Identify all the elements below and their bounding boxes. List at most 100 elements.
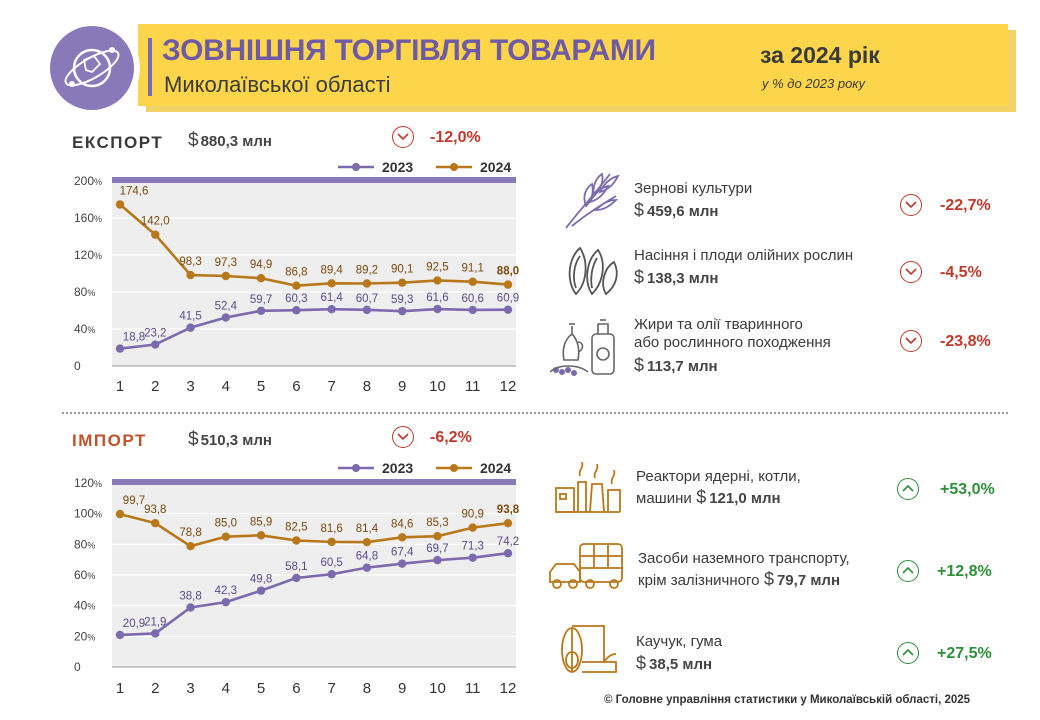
data-point-2024 [292, 536, 301, 545]
x-tick-label: 10 [429, 378, 446, 395]
header-banner [138, 24, 1008, 106]
data-point-2024 [327, 537, 336, 547]
data-point-2023 [397, 559, 407, 568]
import-change: -6,2% [430, 429, 472, 446]
x-tick-label: 5 [257, 378, 265, 395]
globe-logo-icon [50, 26, 134, 110]
import-item-line: крім залізничного $79,7 млн [638, 569, 840, 590]
data-label-2024: 93,8 [497, 504, 520, 516]
currency-sign: $ [763, 569, 774, 589]
data-point-2023 [292, 573, 301, 583]
x-tick-label: 8 [363, 378, 371, 395]
data-point-2024 [221, 532, 231, 541]
plot-top-band [112, 479, 516, 485]
export-item-name: Зернові культури [634, 180, 753, 197]
data-label-2023: 61,6 [426, 292, 448, 304]
data-point-2024 [503, 280, 513, 289]
legend-marker [352, 163, 360, 171]
data-point-2024 [362, 279, 372, 288]
y-tick-label: 160% [74, 211, 102, 225]
data-label-2024: 89,4 [320, 264, 343, 276]
data-point-2024 [433, 276, 442, 285]
data-label-2024: 85,9 [250, 516, 272, 528]
data-point-2024 [433, 532, 442, 541]
data-label-2024: 89,2 [356, 264, 378, 276]
name-line: або рослинного походження [634, 334, 831, 351]
data-label-2023: 60,5 [320, 557, 342, 569]
data-point-2023 [221, 597, 231, 607]
chevron-down-icon [392, 126, 414, 148]
data-label-2024: 90,1 [391, 264, 413, 276]
data-label-2024: 91,1 [462, 263, 484, 275]
data-label-2023: 59,3 [391, 294, 413, 306]
data-point-2023 [397, 306, 407, 316]
x-tick-label: 10 [429, 680, 446, 697]
export-item-change: -23,8% [940, 333, 991, 350]
chevron-down-icon [900, 330, 922, 352]
data-point-2024 [115, 200, 125, 209]
import-item-amount: $38,5 млн [636, 653, 712, 674]
export-item-name: Жири та олії тваринного або рослинного п… [634, 316, 831, 352]
export-total: $880,3 млн [188, 130, 272, 152]
x-tick-label: 8 [363, 680, 371, 697]
data-label-2023: 64,8 [356, 551, 378, 563]
page-subtitle: Миколаївської області [164, 72, 391, 97]
data-label-2023: 74,2 [497, 536, 519, 548]
x-tick-label: 2 [151, 680, 159, 697]
import-title: ІМПОРТ [72, 431, 147, 450]
import-item-name: Реактори ядерні, котли, [636, 468, 801, 485]
currency-sign: $ [188, 130, 199, 151]
y-tick-label: 20% [74, 629, 95, 643]
import-item-change: +53,0% [940, 481, 995, 498]
data-label-2024: 97,3 [215, 257, 237, 269]
rubber-roll-icon [560, 620, 620, 676]
y-tick-label: 100% [74, 507, 102, 521]
data-label-2023: 42,3 [215, 585, 237, 597]
import-item-name: Каучук, гума [636, 633, 723, 650]
data-label-2024: 85,0 [215, 518, 237, 530]
data-point-2023 [503, 305, 513, 314]
data-point-2024 [256, 274, 266, 283]
plot-top-band [112, 177, 516, 183]
data-label-2023: 60,6 [462, 293, 484, 305]
export-item-amount: $459,6 млн [634, 200, 718, 221]
x-tick-label: 7 [327, 680, 335, 697]
data-point-2023 [433, 304, 442, 314]
data-label-2023: 18,8 [123, 332, 145, 344]
import-item-change: +12,8% [937, 563, 992, 580]
data-point-2024 [362, 537, 372, 547]
legend-marker [450, 464, 458, 472]
data-label-2024: 99,7 [123, 495, 145, 507]
data-label-2023: 49,8 [250, 574, 272, 586]
data-label-2023: 67,4 [391, 547, 414, 559]
data-point-2023 [503, 549, 513, 558]
data-point-2023 [468, 305, 477, 315]
export-item-name: Насіння і плоди олійних рослин [634, 247, 854, 264]
data-point-2024 [151, 230, 160, 239]
x-tick-label: 11 [465, 680, 481, 697]
data-label-2023: 69,7 [426, 543, 448, 555]
name-line: крім залізничного [638, 572, 760, 589]
export-item-amount: $113,7 млн [634, 355, 718, 376]
x-tick-label: 12 [500, 378, 517, 395]
data-point-2024 [292, 281, 301, 290]
import-item-amount-value: 121,0 млн [709, 490, 781, 507]
data-label-2023: 59,7 [250, 294, 272, 306]
x-tick-label: 12 [500, 680, 517, 697]
legend-label: 2023 [382, 460, 413, 476]
y-tick-label: 60% [74, 568, 95, 582]
section-divider [62, 412, 1008, 414]
data-label-2024: 94,9 [250, 259, 272, 271]
data-point-2024 [397, 533, 407, 542]
chevron-down-icon [392, 426, 414, 448]
data-label-2023: 60,9 [497, 293, 519, 305]
name-line: Жири та олії тваринного [634, 316, 803, 333]
series-line-2023 [119, 551, 509, 637]
data-point-2024 [186, 270, 195, 280]
data-label-2024: 82,5 [285, 522, 307, 534]
x-tick-label: 7 [327, 378, 335, 395]
data-point-2023 [221, 313, 231, 322]
data-label-2024: 78,8 [179, 527, 201, 539]
name-line: машини [636, 490, 692, 507]
